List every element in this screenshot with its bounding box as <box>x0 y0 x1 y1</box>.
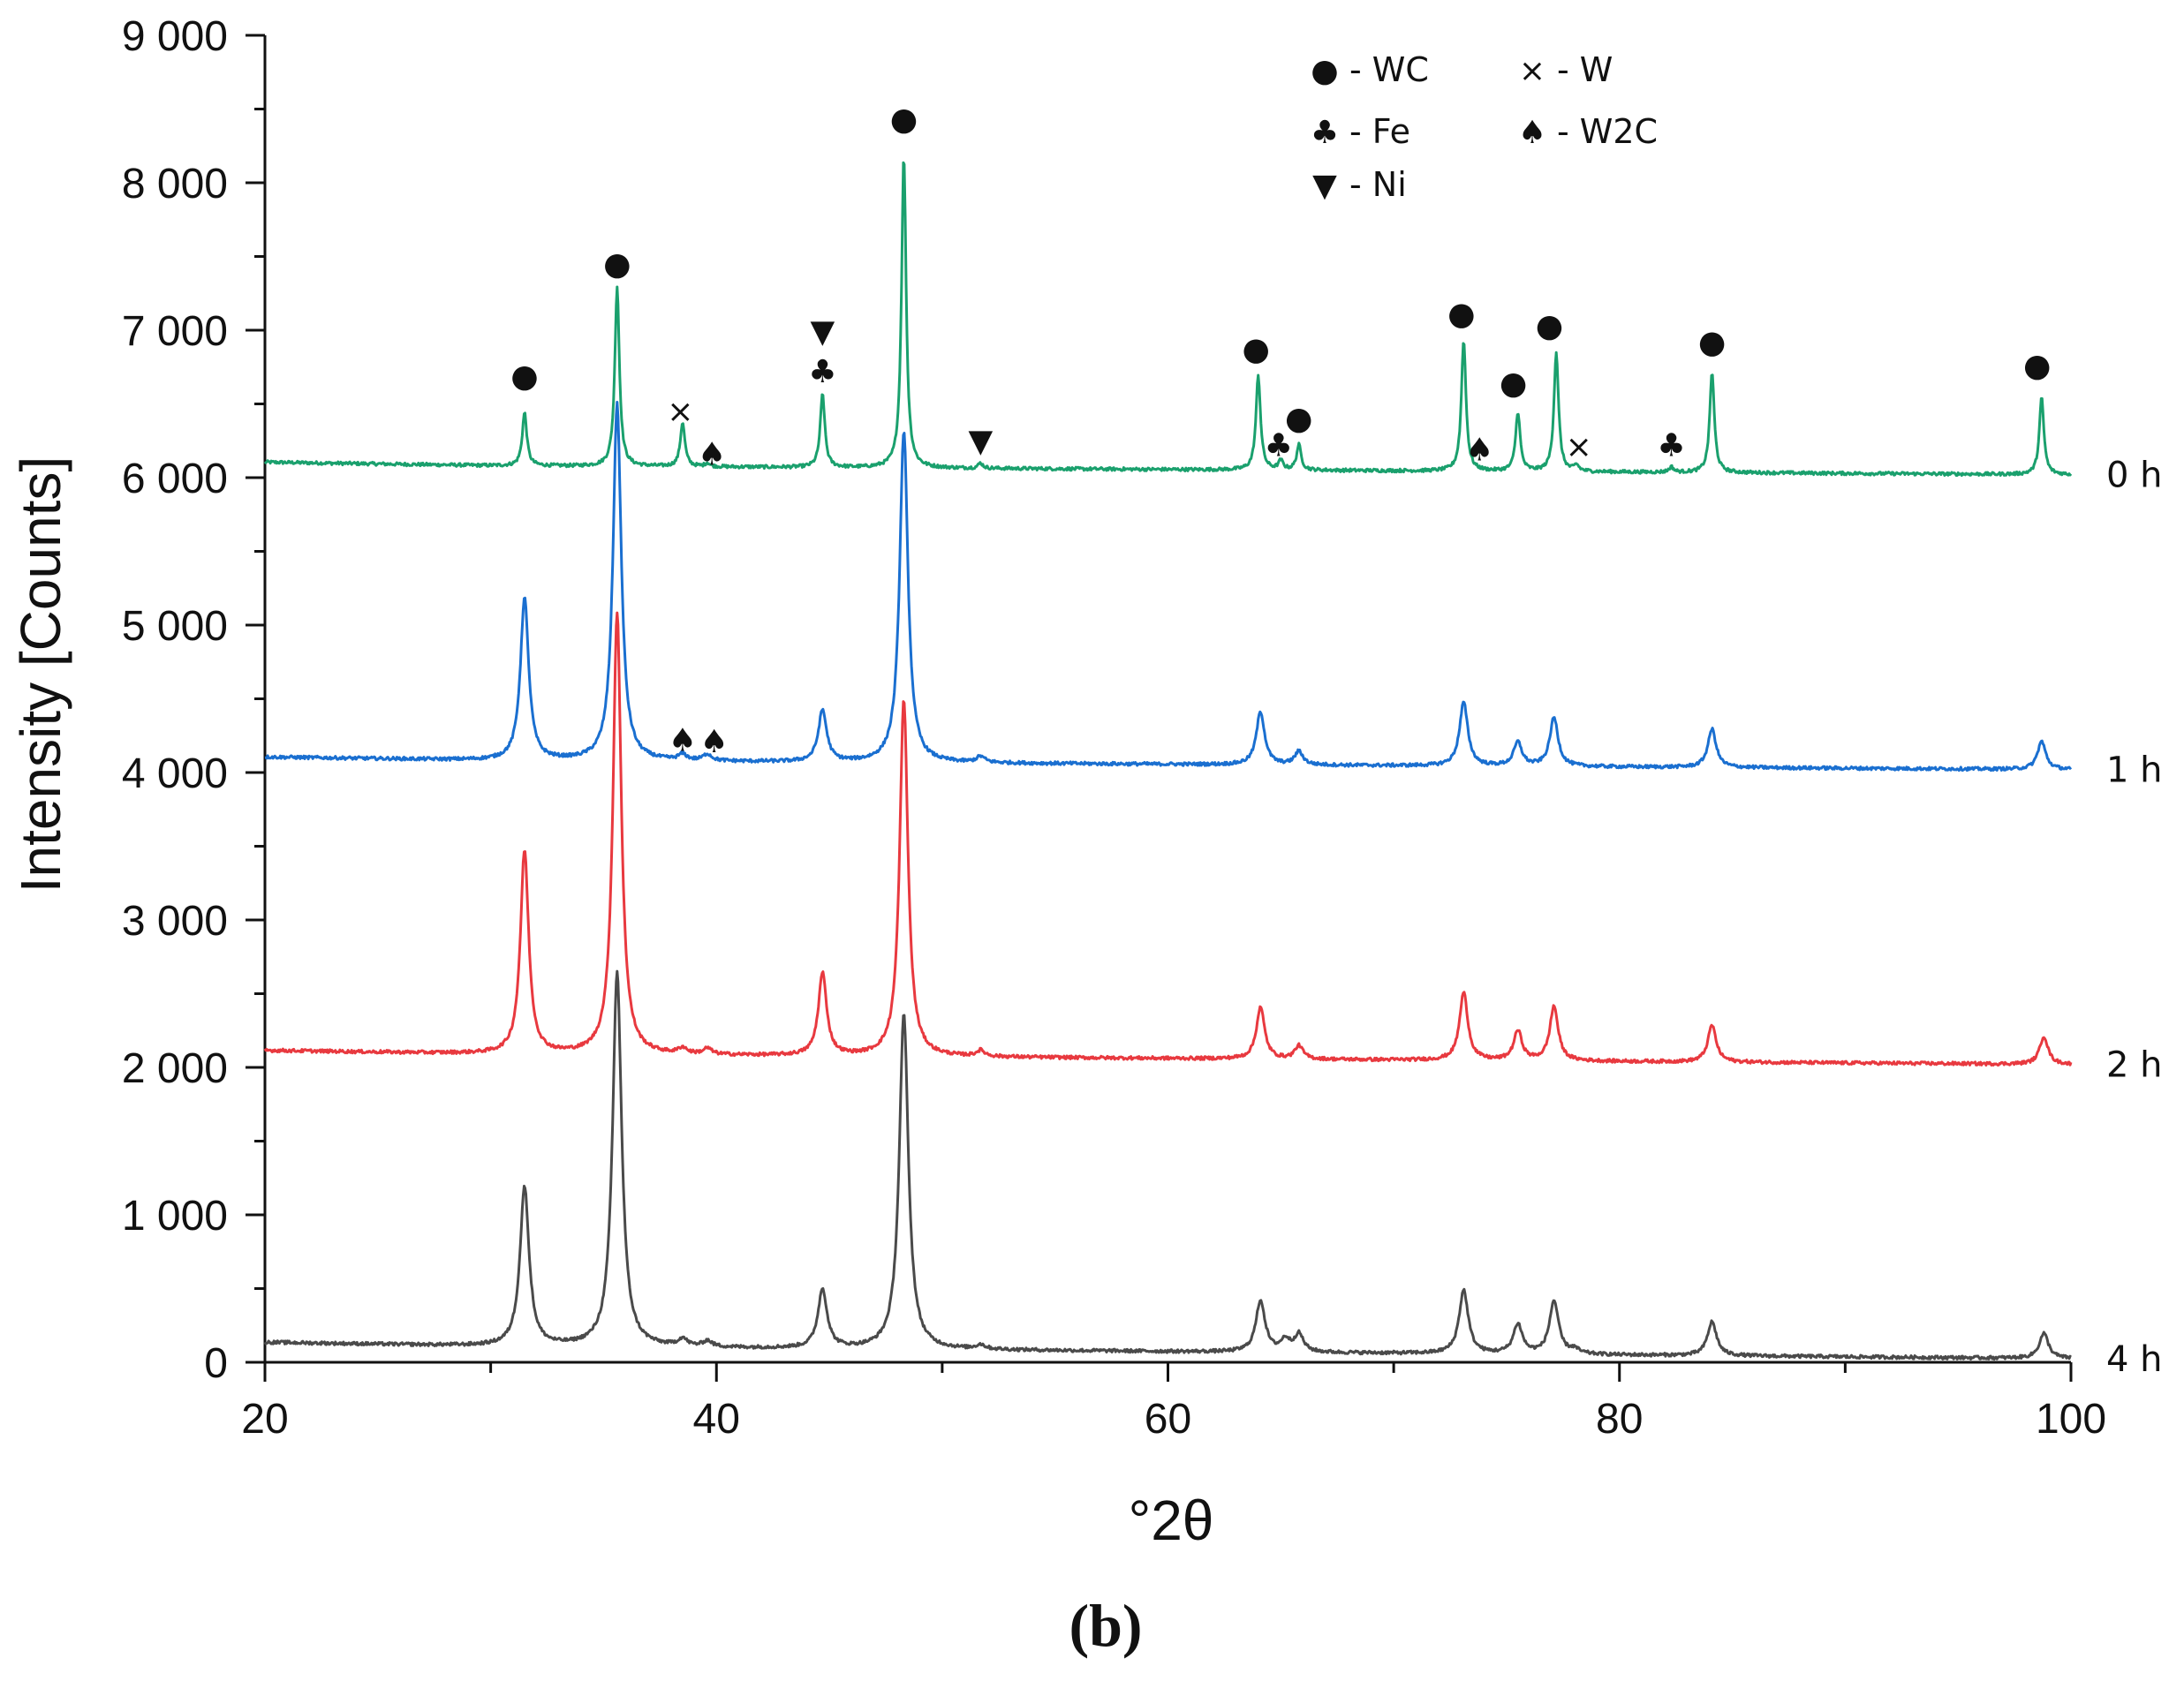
series-labels: 0 h 1 h 2 h 4 h <box>2106 456 2163 1380</box>
series-line-2h <box>263 611 2073 1067</box>
legend-symbol: ♠ <box>1518 115 1546 151</box>
x-tick-label: 20 <box>241 1396 288 1443</box>
phase-marker: ● <box>890 102 918 138</box>
legend-symbol: ♣ <box>1311 115 1339 151</box>
y-tick-label: 5 000 <box>122 603 228 650</box>
y-tick-label: 8 000 <box>122 161 228 207</box>
y-tick-label: 4 000 <box>122 750 228 797</box>
x-tick-label: 60 <box>1145 1396 1191 1443</box>
axes: 0 1 000 2 000 3 000 4 000 5 000 6 000 7 000 8 00… <box>122 13 2106 1443</box>
phase-marker: ● <box>1285 401 1312 437</box>
phase-marker: ♣ <box>808 354 836 390</box>
series-label: 4 h <box>2106 1339 2163 1380</box>
legend-symbol: × <box>1519 53 1545 89</box>
legend-label: - Fe <box>1349 112 1410 151</box>
y-tick-label: 7 000 <box>122 308 228 355</box>
legend-symbol: ● <box>1311 53 1338 89</box>
x-tick-label: 40 <box>693 1396 740 1443</box>
y-tick-label: 2 000 <box>122 1045 228 1092</box>
series-label: 1 h <box>2106 750 2163 791</box>
series-line-1h <box>264 401 2073 773</box>
legend-label: - Ni <box>1349 165 1407 204</box>
phase-markers: ●●×♠▼♣●▼●♣●●♠●●× ♣●●♠ ♠ <box>510 102 2051 760</box>
phase-marker: ● <box>1536 308 1563 344</box>
y-tick-label: 0 <box>204 1340 228 1387</box>
phase-marker: ♣ <box>1657 427 1685 464</box>
phase-marker: × <box>667 394 693 430</box>
y-axis-title: Intensity [Counts] <box>9 456 72 893</box>
phase-marker: ♣ <box>1265 427 1293 464</box>
phase-marker: ♠ <box>1465 432 1493 468</box>
x-axis-title: °2θ <box>1129 1489 1214 1552</box>
x-tick-label: 80 <box>1596 1396 1643 1443</box>
phase-marker: ▼ <box>968 423 993 459</box>
y-tick-label: 1 000 <box>122 1193 228 1240</box>
phase-legend: ● - WC × - W ♣ - Fe ♠ - W2C ▼ - Ni <box>1311 50 1658 204</box>
legend-label: - W2C <box>1557 112 1658 151</box>
series-label: 0 h <box>2106 456 2163 496</box>
phase-marker: ● <box>1447 297 1475 333</box>
legend-label: - WC <box>1349 50 1429 89</box>
y-tick-label: 6 000 <box>122 456 228 502</box>
x-tick-label: 100 <box>2036 1396 2106 1443</box>
phase-marker: ● <box>603 246 631 283</box>
phase-marker: ♠ <box>669 722 697 758</box>
phase-marker: ▼ <box>811 314 835 351</box>
y-tick-label: 9 000 <box>122 13 228 60</box>
figure-caption: (b) <box>1069 1592 1142 1659</box>
series-group <box>263 161 2073 1361</box>
phase-marker: ● <box>1500 366 1527 402</box>
phase-marker: ♠ <box>698 436 726 472</box>
phase-marker: ● <box>1698 324 1726 360</box>
series-line-0h <box>263 161 2073 478</box>
phase-marker: ● <box>2023 348 2051 384</box>
phase-marker: × <box>1566 429 1592 465</box>
series-line-4h <box>263 969 2072 1361</box>
legend-label: - W <box>1557 50 1613 89</box>
y-tick-label: 3 000 <box>122 898 228 945</box>
series-label: 2 h <box>2106 1045 2163 1086</box>
phase-marker: ● <box>1242 332 1269 368</box>
phase-marker: ● <box>510 358 538 395</box>
legend-symbol: ▼ <box>1312 168 1337 204</box>
phase-marker: ♠ <box>700 724 729 760</box>
